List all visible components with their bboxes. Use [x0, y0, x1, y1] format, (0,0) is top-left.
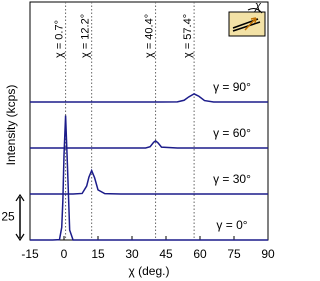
x-axis-label: χ (deg.) [129, 264, 170, 278]
scale-bar-head [15, 193, 25, 242]
series-line [30, 93, 268, 103]
scale-bar-label: 25 [1, 210, 15, 224]
chart: χ (deg.) Intensity (kcps) χ -15 0 15 30 45 60… [1, 0, 275, 278]
x-tick-label: 90 [261, 247, 275, 261]
x-tick-label: 0 [61, 247, 68, 261]
x-tick-label: -15 [21, 247, 39, 261]
series-line [30, 168, 268, 195]
inset-label: χ [254, 0, 262, 12]
x-tick-label: 75 [227, 247, 241, 261]
x-tick-label: 30 [125, 247, 139, 261]
marker-label: χ = 0.7° [53, 20, 65, 58]
series-line [30, 139, 268, 149]
marker-label: χ = 12.2° [80, 14, 92, 58]
y-axis-label: Intensity (kcps) [4, 85, 18, 166]
legend-label: γ = 30° [213, 172, 251, 186]
inset-box [228, 11, 266, 37]
series-line [30, 115, 268, 241]
legend-label: γ = 0° [216, 218, 247, 232]
x-tick-label: 60 [193, 247, 207, 261]
inset-line [232, 21, 261, 32]
marker-label: χ = 40.4° [143, 14, 155, 58]
x-tick-label: 15 [91, 247, 105, 261]
x-tick-label: 45 [159, 247, 173, 261]
legend-label: γ = 90° [213, 80, 251, 94]
legend-label: γ = 60° [213, 126, 251, 140]
inset-arc [247, 8, 263, 14]
marker-label: χ = 57.4° [182, 14, 194, 58]
inset [228, 8, 266, 37]
inset-arrow [244, 17, 257, 31]
